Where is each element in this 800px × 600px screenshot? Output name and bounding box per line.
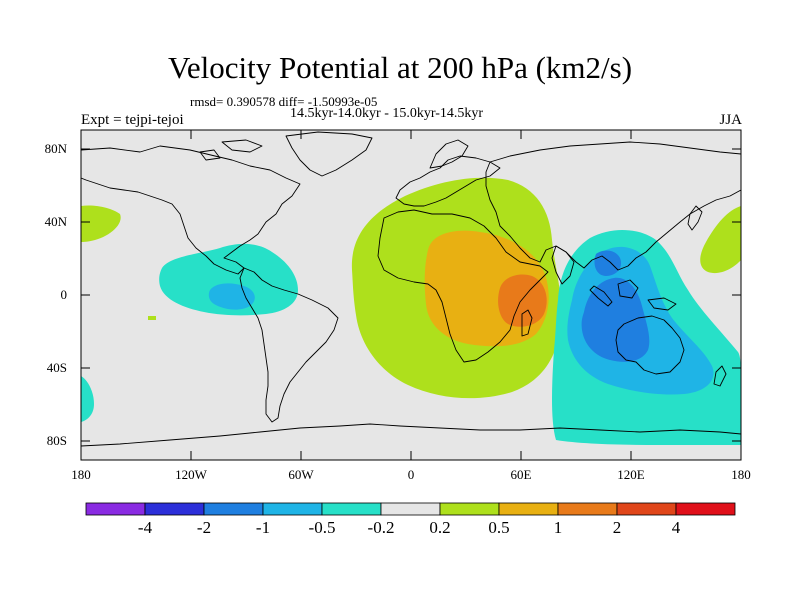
coastline-antarctica [81, 423, 741, 447]
contour-negative-0.5-americas [208, 283, 255, 310]
experiment-label: Expt = tejpi-tejoi [81, 112, 184, 128]
lon-label-0: 0 [407, 467, 415, 482]
figure-title: Velocity Potential at 200 hPa (km2/s) [167, 50, 633, 85]
colorbar-label: 4 [671, 518, 681, 537]
longitude-ticks [190, 130, 632, 460]
coastline-new-guinea [647, 297, 677, 311]
period-label: 14.5kyr-14.0kyr - 15.0kyr-14.5kyr [290, 106, 484, 121]
contour-positive-small-patch [148, 316, 156, 320]
colorbar-label: 0.5 [488, 518, 510, 537]
colorbar-swatch [616, 502, 677, 516]
lon-label-60W: 60W [288, 467, 314, 482]
coastline-europe [395, 155, 501, 207]
contour-positive-0.2-north-pacific-west [81, 205, 121, 242]
colorbar-swatch [557, 502, 618, 516]
contour-positive-1 [498, 274, 547, 327]
contour-positive-0.2-north-pacific-east [700, 206, 741, 274]
season-label: JJA [719, 112, 742, 128]
colorbar [85, 502, 736, 516]
coastline-greenland [285, 131, 373, 177]
coastline-arctic-islands [199, 139, 263, 161]
lat-label-80S: 80S [46, 433, 67, 448]
colorbar-label: -0.5 [308, 518, 336, 537]
lon-label-180w: 180 [71, 467, 91, 482]
colorbar-swatch [439, 502, 500, 516]
colorbar-label: 0.2 [429, 518, 451, 537]
coastline-scandinavia [429, 139, 469, 169]
lon-label-60E: 60E [510, 467, 532, 482]
lon-label-180e: 180 [731, 467, 751, 482]
coastline-india [551, 245, 575, 285]
lat-label-40N: 40N [44, 214, 67, 229]
contour-negative-0.2-west-edge [81, 376, 94, 422]
coastline-asia [485, 141, 741, 271]
colorbar-swatch [262, 502, 323, 516]
coastlines [81, 131, 741, 447]
latitude-ticks [81, 148, 741, 442]
colorbar-label: 2 [612, 518, 622, 537]
lat-label-40S: 40S [46, 360, 67, 375]
coastline-north-america [81, 145, 301, 275]
coastline-japan [687, 205, 703, 231]
colorbar-swatch [144, 502, 205, 516]
lat-label-80N: 80N [44, 141, 67, 156]
colorbar-swatch [85, 502, 146, 516]
colorbar-swatch [321, 502, 382, 516]
lon-label-120E: 120E [617, 467, 645, 482]
coastline-south-america [239, 267, 339, 423]
colorbar-swatch [380, 502, 441, 516]
colorbar-label: 1 [553, 518, 563, 537]
coastline-sumatra [589, 285, 613, 307]
lon-label-120W: 120W [175, 467, 207, 482]
contour-negative-1-philippines [594, 250, 622, 276]
colorbar-label: -4 [137, 518, 153, 537]
coastline-australia [615, 315, 685, 375]
coastline-new-zealand [713, 365, 727, 387]
contour-negative-0.2-americas [159, 243, 298, 316]
coastline-madagascar [521, 309, 533, 337]
colorbar-swatch [498, 502, 559, 516]
colorbar-label: -2 [196, 518, 212, 537]
colorbar-label: -0.2 [367, 518, 395, 537]
colorbar-swatch [203, 502, 264, 516]
lat-label-0: 0 [60, 287, 68, 302]
coastline-borneo [617, 279, 639, 299]
colorbar-swatch [675, 502, 736, 516]
colorbar-label: -1 [255, 518, 271, 537]
coastline-africa [377, 209, 549, 363]
rmsd-diff-stats: rmsd= 0.390578 diff= -1.50993e-05 [190, 94, 378, 109]
contour-fields [81, 177, 741, 445]
